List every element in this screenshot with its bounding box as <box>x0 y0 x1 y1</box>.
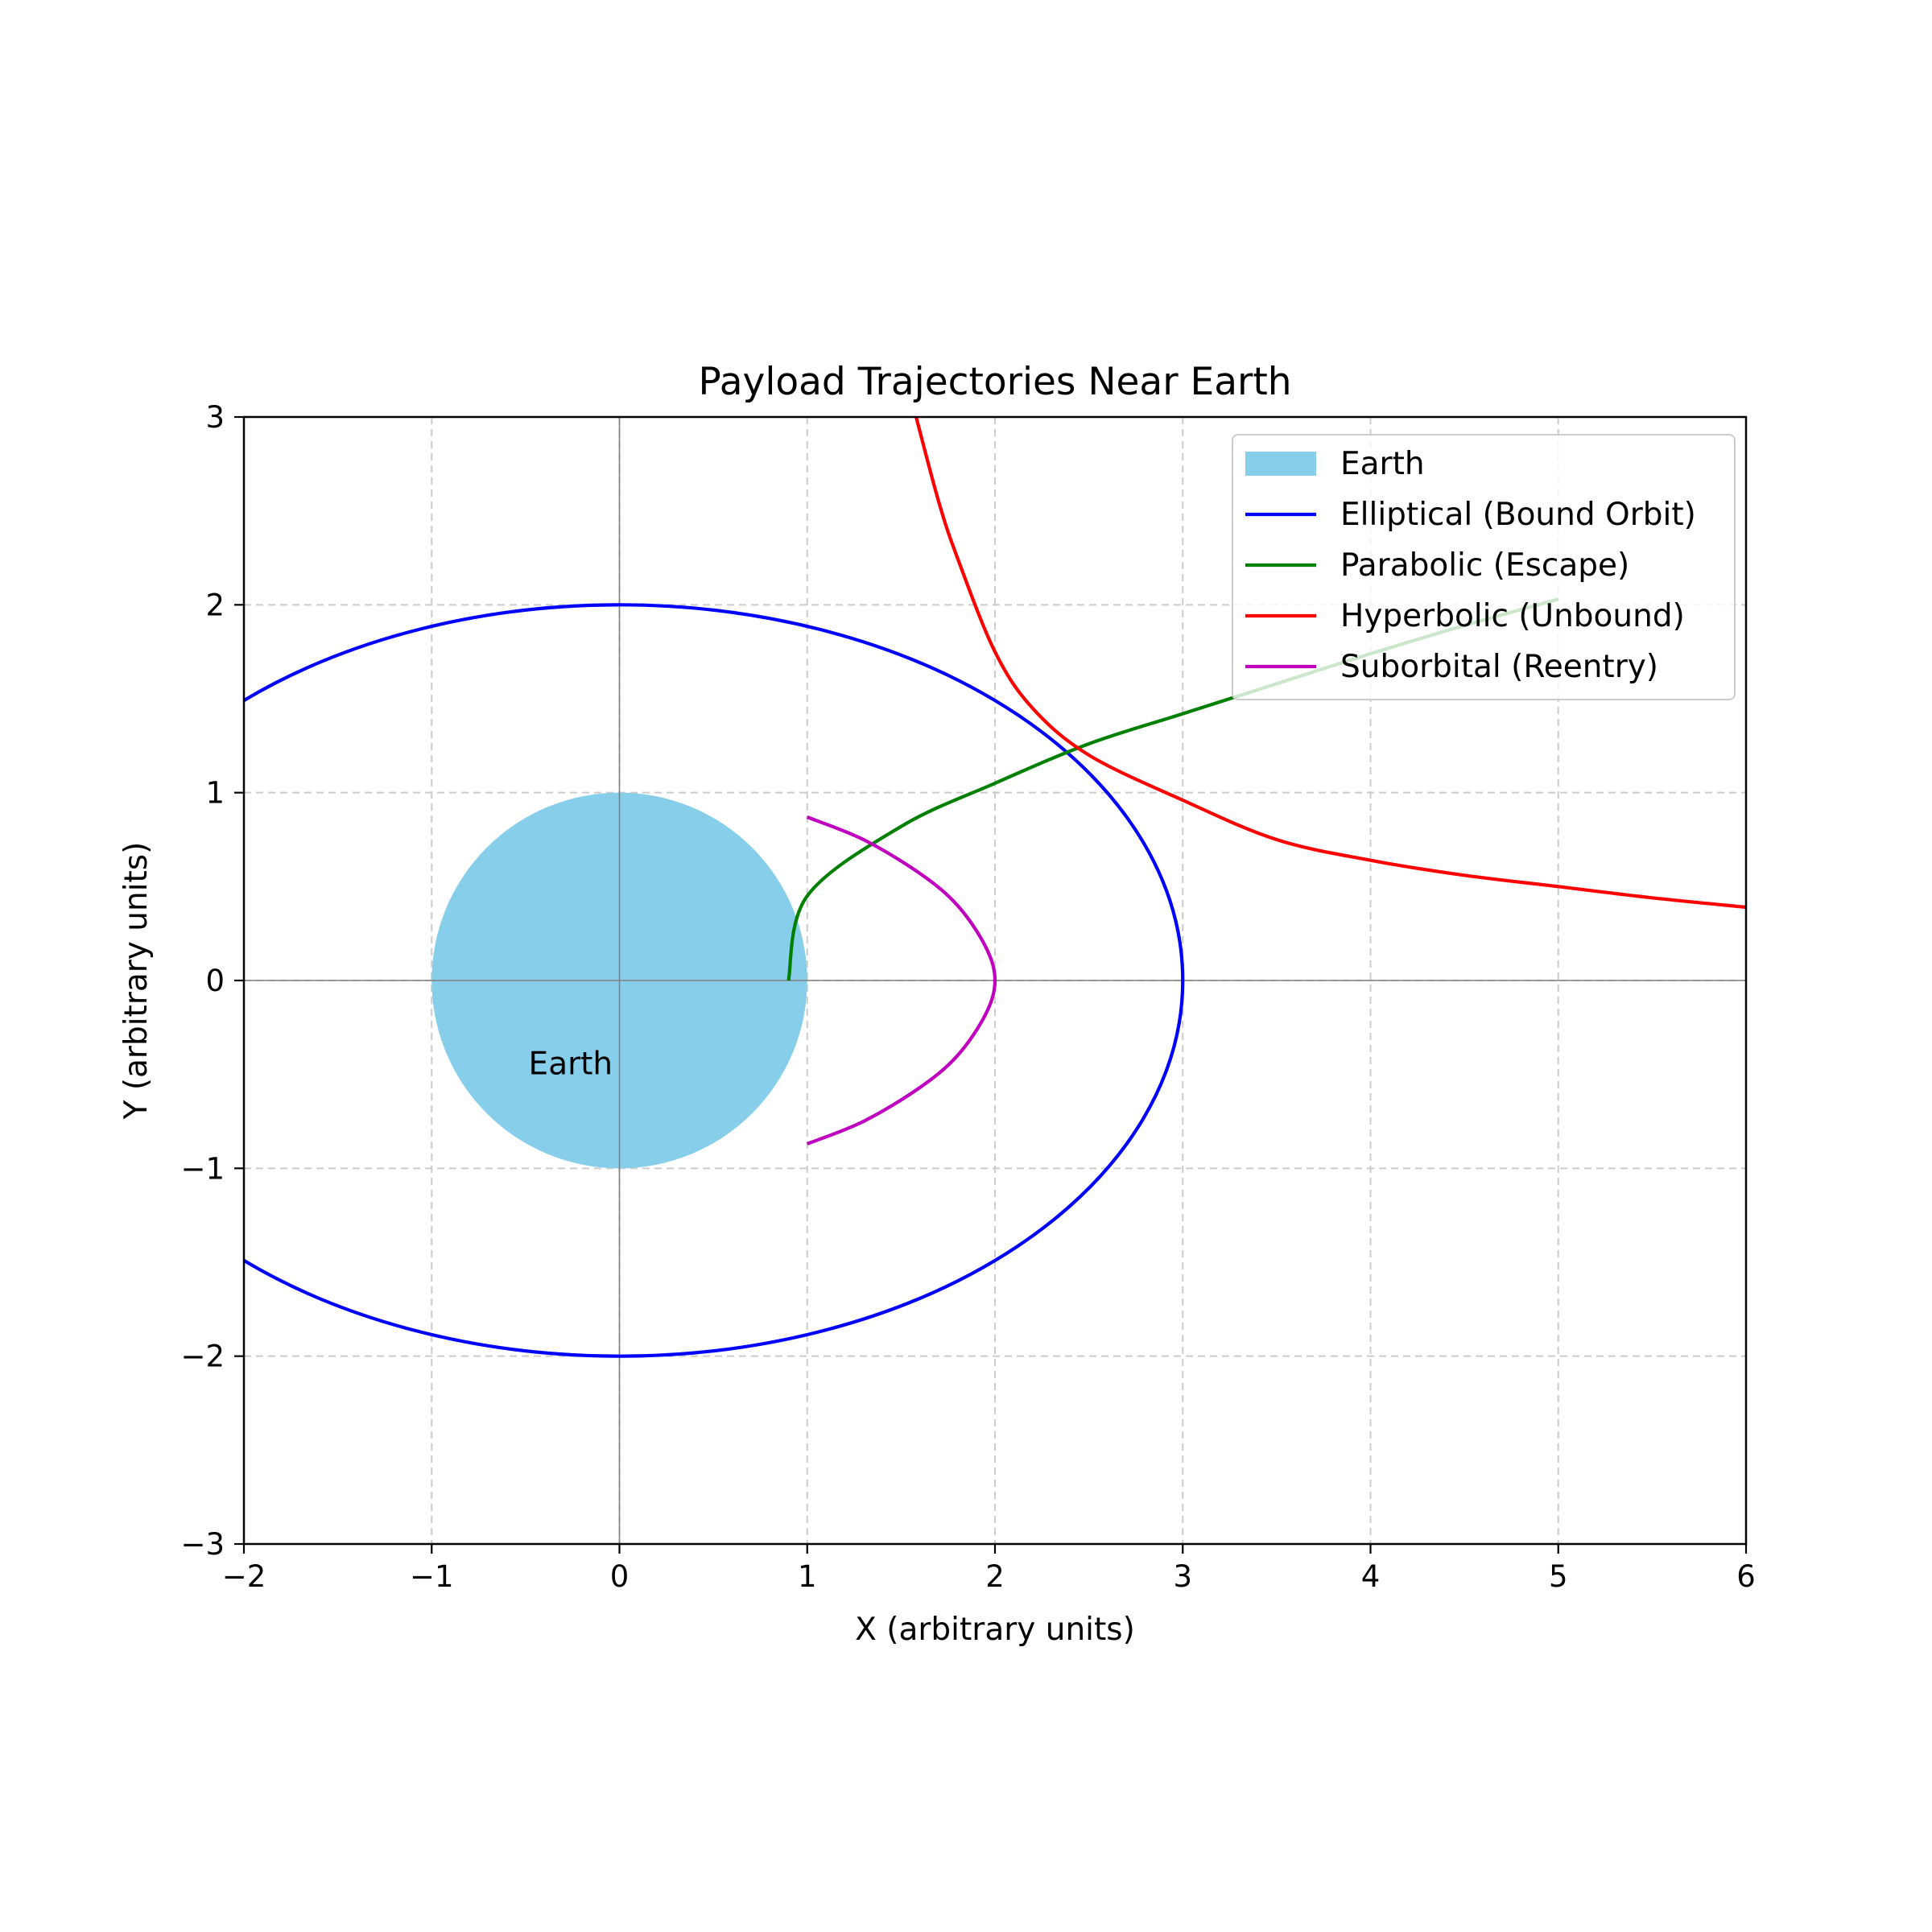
x-tick-label: 2 <box>985 1559 1005 1594</box>
x-tick-label: 1 <box>798 1559 817 1594</box>
legend-series-2-label: Parabolic (Escape) <box>1340 547 1629 584</box>
y-tick-label: −2 <box>180 1340 225 1374</box>
chart-title: Payload Trajectories Near Earth <box>698 360 1291 404</box>
x-tick-label: 4 <box>1361 1559 1381 1594</box>
earth-annotation: Earth <box>529 1046 613 1083</box>
series-3-line <box>914 417 1746 910</box>
plot-area: Earth <box>244 417 1746 1544</box>
series-4-line <box>806 815 997 1146</box>
x-tick-label: 6 <box>1736 1559 1756 1594</box>
legend-box <box>1232 434 1736 700</box>
x-tick-label: −2 <box>222 1559 266 1594</box>
legend-earth-label: Earth <box>1340 446 1425 482</box>
y-axis-label: Y (arbitrary units) <box>118 842 155 1121</box>
legend-series-4-label: Suborbital (Reentry) <box>1340 649 1658 685</box>
x-tick-label: 5 <box>1549 1559 1568 1594</box>
y-tick-label: 2 <box>205 588 225 622</box>
legend-earth-patch <box>1245 452 1316 476</box>
y-tick-label: 0 <box>205 964 225 998</box>
y-tick-label: −3 <box>180 1527 225 1562</box>
x-tick-label: 3 <box>1173 1559 1192 1594</box>
x-tick-label: −1 <box>410 1559 454 1594</box>
legend: Earth Elliptical (Bound Orbit) Parabolic (… <box>1232 434 1736 700</box>
y-tick-label: −1 <box>180 1151 225 1186</box>
series-1-line <box>244 603 1185 1358</box>
legend-series-1-label: Elliptical (Bound Orbit) <box>1340 497 1696 533</box>
legend-series-3-label: Hyperbolic (Unbound) <box>1340 598 1685 634</box>
y-tick-label: 1 <box>205 776 225 811</box>
x-axis-label: X (arbitrary units) <box>855 1612 1135 1648</box>
y-tick-label: 3 <box>205 400 225 435</box>
x-tick-label: 0 <box>610 1559 630 1594</box>
